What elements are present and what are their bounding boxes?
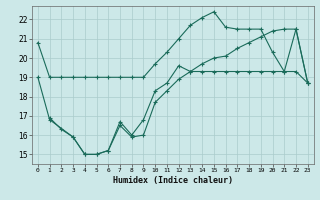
X-axis label: Humidex (Indice chaleur): Humidex (Indice chaleur): [113, 176, 233, 185]
